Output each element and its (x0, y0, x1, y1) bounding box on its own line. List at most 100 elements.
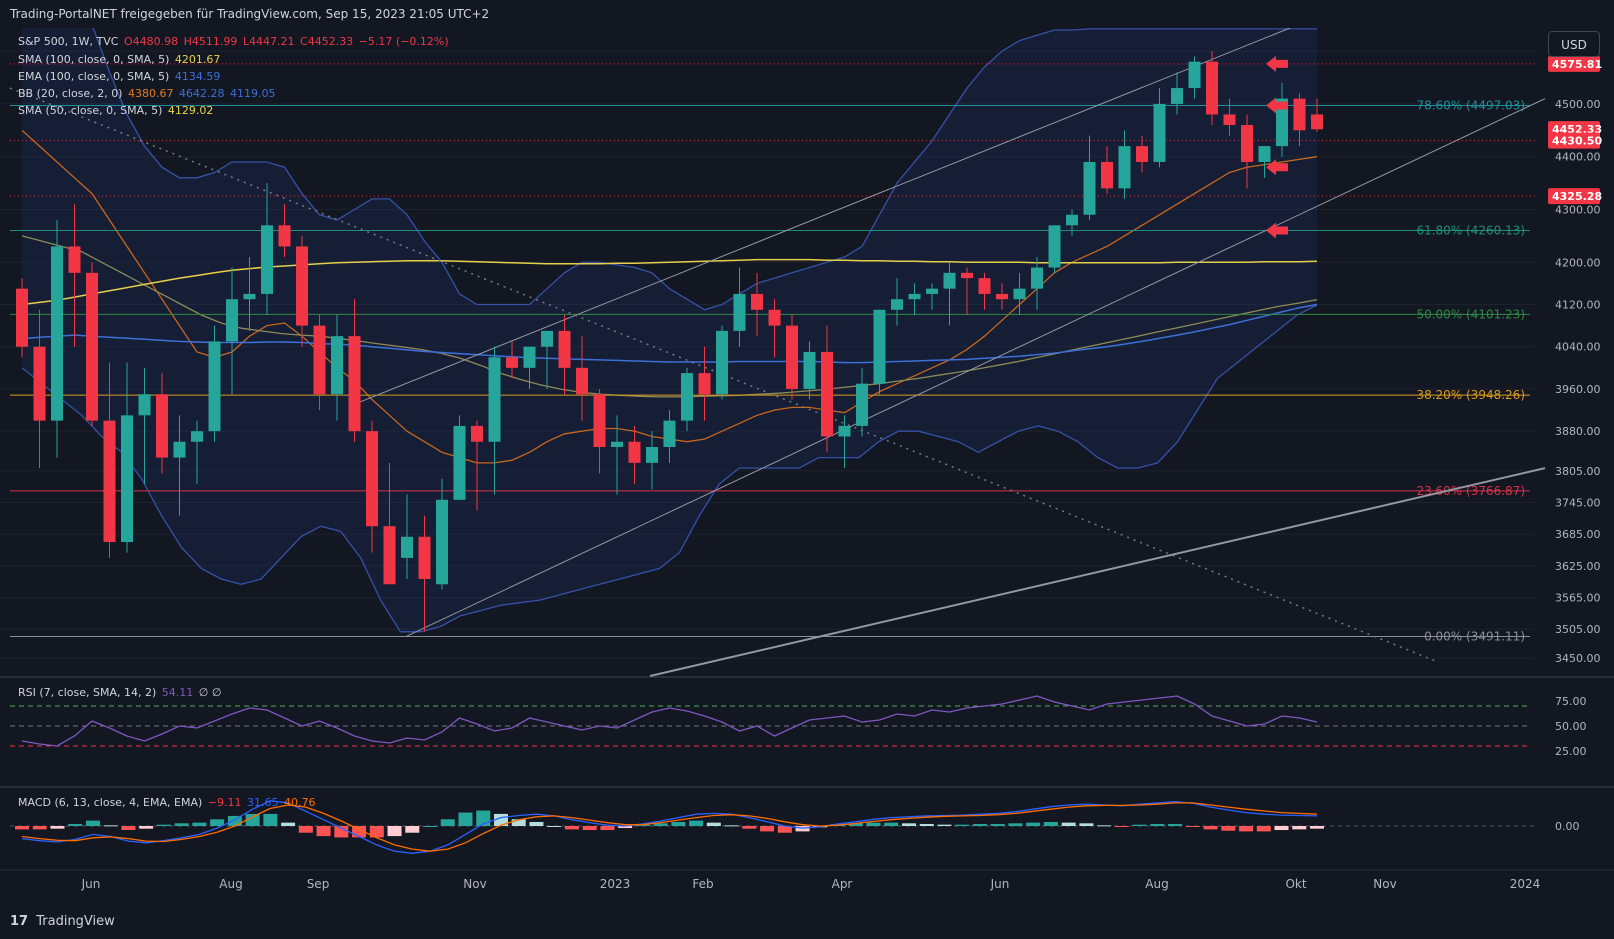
price-tick-label: 3805.00 (1555, 465, 1601, 478)
rsi-line (21, 695, 1318, 747)
bb-fill (22, 0, 1317, 632)
price-badge (1548, 55, 1600, 72)
macd-histogram-bar (760, 826, 775, 832)
candle-body (296, 246, 308, 326)
candle-body (1153, 103, 1166, 162)
macd-histogram-bar (156, 824, 171, 826)
arrow-left-icon (1266, 97, 1288, 114)
legend-sma50-value: 4129.02 (167, 104, 214, 117)
macd-histogram-bar (1256, 826, 1271, 832)
rsi-tick-label: 25.00 (1555, 745, 1587, 758)
candle-body (1083, 161, 1096, 215)
candle-body (541, 330, 553, 347)
macd-histogram-bar (1310, 826, 1324, 829)
ema100-line (21, 303, 1318, 364)
price-tick-label: 3880.00 (1555, 425, 1601, 438)
price-tick-label: 4300.00 (1555, 203, 1601, 216)
macd-histogram-bar (1168, 823, 1183, 826)
candle-body (331, 336, 343, 395)
candle-body (191, 431, 203, 442)
legend-change: −5.17 (−0.12%) (358, 35, 449, 48)
candle-body (121, 415, 133, 543)
long-trend-line (649, 467, 1546, 677)
macd-histogram-bar (564, 826, 579, 830)
macd-histogram-bar (547, 826, 562, 827)
macd-histogram-bar (298, 826, 313, 833)
macd-histogram-bar (955, 824, 970, 826)
macd-histogram-bar (458, 812, 473, 826)
share-header-text: Trading-PortalNET freigegeben für Tradin… (10, 7, 490, 21)
candle-body (313, 325, 326, 395)
candle-body (996, 293, 1008, 300)
macd-histogram-bar (334, 826, 349, 838)
fib-level-label: 61.80% (4260.13) (1416, 224, 1525, 238)
macd-histogram-bar (68, 823, 83, 826)
macd-histogram-bar (245, 813, 260, 826)
legend-low: L4447.21 (242, 35, 295, 48)
legend-symbol[interactable]: S&P 500, 1W, TVC (18, 35, 119, 48)
currency-button[interactable]: USD (1548, 31, 1600, 57)
macd-histogram-bar (511, 819, 526, 826)
legend-bb-upper: 4642.28 (178, 87, 225, 100)
price-tick-label: 4200.00 (1555, 256, 1601, 269)
candle-body (506, 357, 518, 368)
macd-histogram-bar (263, 813, 278, 826)
price-badge (1548, 188, 1600, 205)
candle-body (471, 425, 483, 442)
fib-level-label: 0.00% (3491.11) (1424, 629, 1525, 643)
legend-ema100[interactable]: EMA (100, close, 0, SMA, 5) 4134.59 (18, 70, 222, 83)
candle-body (383, 526, 396, 585)
candle-body (366, 431, 378, 527)
candle-body (1223, 114, 1236, 126)
candle-body (593, 394, 606, 448)
macd-histogram-bar (600, 826, 615, 831)
macd-histogram-bar (85, 820, 100, 826)
macd-histogram-bar (671, 821, 686, 826)
candle-body (838, 425, 851, 437)
candle-body (681, 373, 693, 421)
candle-body (856, 383, 868, 426)
macd-histogram-bar (387, 826, 402, 837)
time-axis-label: 2024 (1510, 877, 1541, 891)
candle-body (488, 357, 501, 442)
legend-bb-basis: 4380.67 (127, 87, 174, 100)
macd-histogram-bar (1043, 821, 1058, 826)
legend-bb-lower: 4119.05 (229, 87, 276, 100)
macd-histogram-bar (1114, 826, 1129, 827)
candle-body (1136, 146, 1148, 162)
footer-brand[interactable]: TradingView (36, 914, 115, 929)
macd-histogram-bar (405, 826, 420, 833)
macd-histogram-bar (281, 822, 296, 826)
legend-sma50[interactable]: SMA (50, close, 0, SMA, 5) 4129.02 (18, 104, 215, 117)
macd-histogram-bar (1079, 823, 1094, 826)
candle-body (943, 272, 956, 289)
price-tick-label: 4120.00 (1555, 298, 1601, 311)
tradingview-logo-icon[interactable]: 𝟭𝟳 (10, 914, 29, 929)
legend-rsi[interactable]: RSI (7, close, SMA, 14, 2) 54.11 ∅ ∅ (18, 686, 223, 699)
candle-body (1171, 88, 1183, 104)
time-axis-label: Aug (219, 877, 242, 891)
candle-body (611, 441, 623, 448)
legend-bb[interactable]: BB (20, close, 2, 0) 4380.67 4642.28 411… (18, 87, 277, 100)
time-axis-label: Okt (1285, 877, 1306, 891)
macd-histogram-bar (440, 819, 455, 826)
candle-body (733, 293, 746, 331)
fib-level-label: 38.20% (3948.26) (1416, 388, 1525, 402)
arrow-left-icon (1266, 55, 1288, 72)
macd-histogram-bar (1203, 826, 1218, 830)
legend-bb-label: BB (20, close, 2, 0) (18, 87, 123, 100)
legend-sma100[interactable]: SMA (100, close, 0, SMA, 5) 4201.67 (18, 53, 222, 66)
macd-histogram-bar (689, 820, 704, 826)
candle-body (558, 330, 571, 368)
macd-histogram-bar (1274, 826, 1289, 831)
candle-body (1276, 98, 1288, 147)
legend-macd[interactable]: MACD (6, 13, close, 4, EMA, EMA) −9.11 3… (18, 796, 318, 809)
legend-main: S&P 500, 1W, TVC O4480.98 H4511.99 L4447… (18, 35, 451, 48)
candle-body (1048, 225, 1061, 268)
candle-body (523, 346, 536, 368)
macd-histogram-bar (582, 826, 597, 831)
candle-body (51, 246, 63, 421)
price-badge-label: 4575.81 (1552, 58, 1602, 71)
channel-lower-line (405, 98, 1546, 637)
